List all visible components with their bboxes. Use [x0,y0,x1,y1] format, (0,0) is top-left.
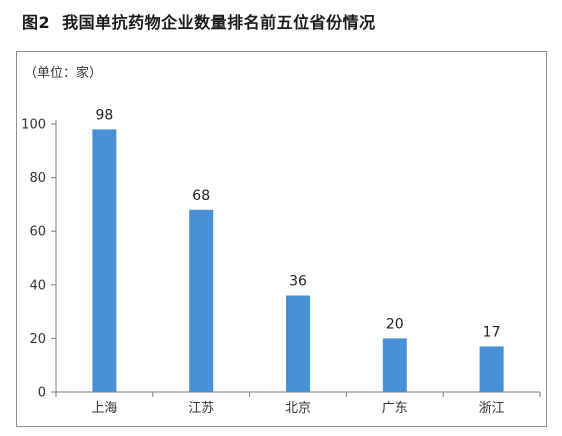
data-label: 68 [192,188,210,204]
figure-caption: 图2 我国单抗药物企业数量排名前五位省份情况 [22,9,376,33]
bar [92,129,117,393]
unit-label: （单位：家） [24,65,102,81]
category-label: 上海 [91,401,117,416]
y-tick-label: 0 [38,386,46,401]
chart-labels: （单位：家） 0 20 40 60 80 100 98 上海 68 江苏 36 北京 20 广东 17 浙江 [21,65,504,416]
y-tick-label: 80 [29,171,46,186]
category-label: 广东 [382,401,408,416]
data-label: 98 [95,107,113,123]
y-tick-label: 60 [29,225,46,240]
bar [479,346,504,392]
figure-title: 我国单抗药物企业数量排名前五位省份情况 [62,13,376,32]
category-label: 浙江 [479,401,505,416]
bar [286,295,310,392]
y-tick-label: 100 [21,118,46,133]
data-label: 20 [386,316,404,332]
bar [382,338,407,392]
category-label: 北京 [285,401,311,416]
bar [189,209,214,392]
figure-number: 图2 [22,13,51,32]
chart-bars [92,129,504,393]
y-tick-label: 20 [29,332,46,347]
data-label: 36 [289,274,307,290]
data-label: 17 [483,324,501,340]
chart-frame [16,51,547,427]
category-label: 江苏 [188,400,214,416]
y-tick-label: 40 [29,278,46,293]
